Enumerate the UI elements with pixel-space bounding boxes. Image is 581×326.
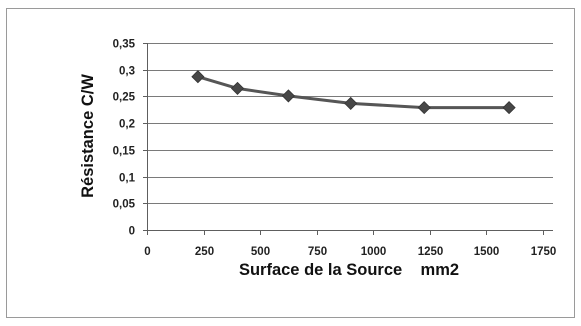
y-tick-label: 0,2 [119, 119, 135, 131]
x-tick-label: 750 [308, 246, 327, 258]
series-line [197, 75, 510, 110]
data-point [502, 101, 516, 115]
x-tick-label: 1250 [418, 246, 444, 258]
y-axis-title: Résistance C/W [79, 74, 97, 198]
y-tick-label: 0,05 [113, 199, 136, 211]
x-tick-label: 1750 [531, 246, 557, 258]
data-point [191, 70, 205, 84]
data-point [344, 96, 358, 110]
x-tick-label: 250 [195, 246, 214, 258]
y-tick-label: 0 [129, 226, 135, 238]
data-point [281, 89, 295, 103]
series [191, 70, 516, 115]
tick-labels: 0 0,05 0,1 0,15 0,2 0,25 0,3 0,35 0 250 500 750 1000… [113, 39, 557, 259]
x-axis-title: Surface de la Source mm2 [239, 261, 459, 279]
y-tick-label: 0,1 [119, 173, 136, 185]
y-tick-label: 0,3 [119, 66, 135, 78]
x-tick-label: 1500 [474, 246, 500, 258]
x-tick-label: 1000 [361, 246, 387, 258]
axes [143, 43, 553, 235]
x-tick-label: 500 [251, 246, 270, 258]
y-tick-label: 0,25 [113, 92, 136, 104]
gridlines [147, 43, 553, 204]
chart-frame [6, 8, 575, 318]
x-tick-label: 0 [144, 246, 150, 258]
data-point [417, 101, 431, 115]
data-point [230, 81, 245, 95]
y-tick-label: 0,15 [113, 146, 136, 158]
y-tick-label: 0,35 [113, 39, 136, 51]
